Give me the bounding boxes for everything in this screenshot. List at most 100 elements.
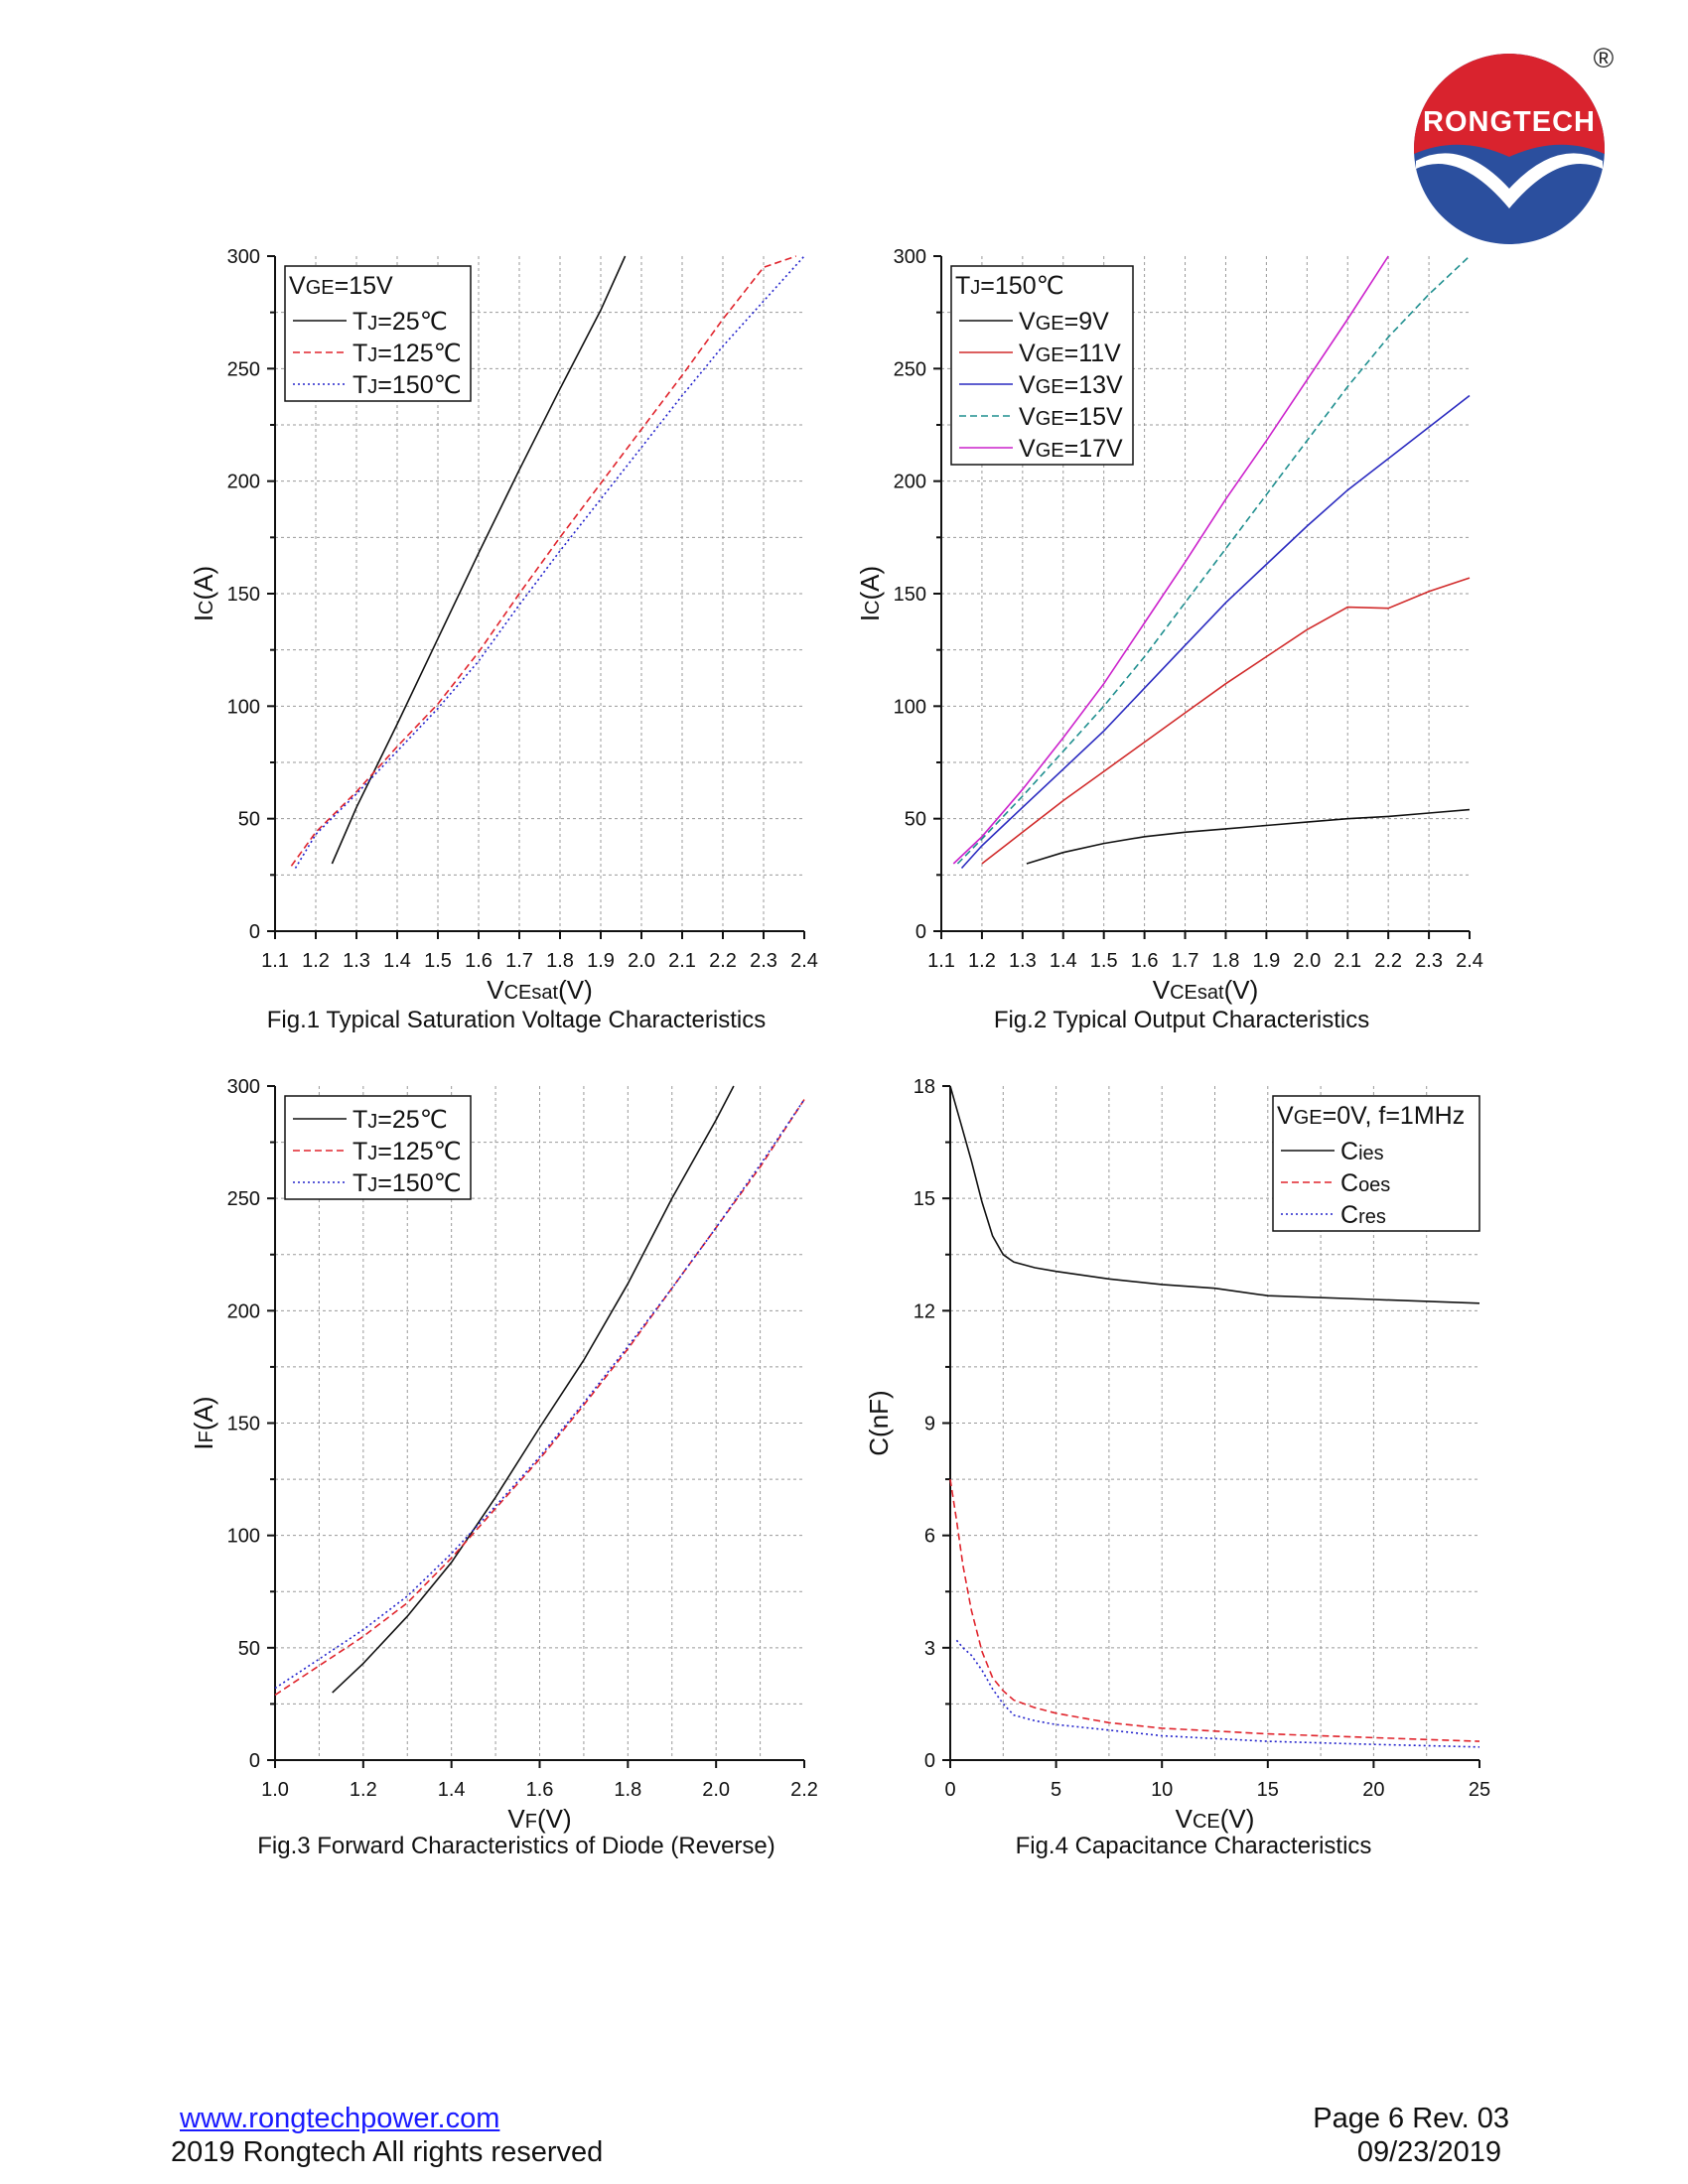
x-axis-label: VF(V)	[507, 1804, 571, 1834]
legend-title-main: V	[289, 272, 306, 300]
y-tick-label: 300	[894, 246, 926, 268]
legend-label-3-main: V	[1019, 371, 1036, 399]
x-axis-label-unit: (V)	[558, 975, 593, 1005]
y-tick-label: 250	[227, 358, 260, 380]
y-axis-label-main: I	[189, 614, 218, 621]
y-tick-label: 6	[924, 1526, 935, 1548]
series-line-3	[274, 1099, 805, 1690]
y-tick-label: 150	[227, 584, 260, 606]
legend-label-1-main: V	[1019, 308, 1036, 336]
legend-label-1-main: T	[352, 308, 367, 336]
legend-label-2-sub: J	[367, 344, 377, 366]
x-axis-label-main: V	[1176, 1804, 1194, 1834]
y-tick-label: 100	[227, 1526, 260, 1548]
y-tick-label: 200	[227, 1300, 260, 1322]
fig2-caption: Fig.2 Typical Output Characteristics	[993, 1007, 1370, 1033]
series-line-4	[956, 255, 1471, 865]
legend-label-4-rest: =15V	[1064, 403, 1123, 431]
y-axis-label: IC(A)	[855, 566, 885, 621]
x-axis-label-unit: (V)	[1224, 975, 1259, 1005]
x-tick-label: 1.9	[1252, 950, 1280, 972]
x-tick-label: 0	[944, 1779, 955, 1801]
legend-label-1-sub: GE	[1036, 313, 1064, 335]
legend-title: TJ=150℃	[955, 272, 1064, 300]
series-line-2	[981, 577, 1471, 865]
legend-box	[950, 265, 1134, 466]
x-axis-label-main: V	[1153, 975, 1171, 1005]
legend-label-3-sub: J	[367, 376, 377, 398]
y-tick-label: 50	[238, 809, 260, 831]
legend-label-2-rest: =125℃	[377, 1138, 461, 1165]
legend-label-1-rest: =25℃	[377, 1106, 447, 1134]
footer-date: 09/23/2019	[1356, 2136, 1501, 2168]
legend-title-sub: J	[970, 277, 980, 299]
x-tick-label: 1.3	[343, 950, 370, 972]
fig3-caption: Fig.3 Forward Characteristics of Diode (…	[257, 1833, 775, 1859]
y-tick-label: 150	[227, 1414, 260, 1435]
legend-title-sub: GE	[1294, 1107, 1323, 1129]
legend-box	[284, 1095, 472, 1200]
y-tick-label: 3	[924, 1638, 935, 1660]
series-line-1	[331, 255, 627, 865]
series-line-1	[1026, 808, 1471, 865]
x-tick-label: 1.8	[1212, 950, 1240, 972]
legend-label-1: Cies	[1340, 1138, 1384, 1165]
series-line-1	[949, 1085, 1480, 1304]
x-tick-label: 1.6	[1131, 950, 1159, 972]
legend-label-4-sub: GE	[1036, 408, 1064, 430]
legend-label-3: TJ=150℃	[352, 371, 462, 399]
legend-label-1-sub: J	[367, 1111, 377, 1133]
fig1-caption: Fig.1 Typical Saturation Voltage Charact…	[266, 1007, 767, 1033]
y-tick-label: 200	[894, 472, 926, 493]
x-tick-label: 2.3	[750, 950, 777, 972]
x-tick-label: 1.4	[383, 950, 411, 972]
legend-label-2-sub: J	[367, 1143, 377, 1164]
x-tick-label: 1.6	[465, 950, 492, 972]
y-tick-label: 250	[894, 358, 926, 380]
legend-label-3: VGE=13V	[1019, 371, 1123, 399]
legend-label-1: TJ=25℃	[352, 1106, 448, 1134]
x-axis-label: VCEsat(V)	[1153, 975, 1258, 1005]
x-axis-label-sub: F	[525, 1811, 537, 1833]
footer-website-link[interactable]: www.rongtechpower.com	[180, 2103, 500, 2134]
legend-label-1: VGE=9V	[1019, 308, 1109, 336]
series-line-5	[952, 255, 1389, 865]
y-tick-label: 18	[914, 1076, 935, 1098]
x-tick-label: 1.1	[927, 950, 955, 972]
y-axis-label: IC(A)	[189, 566, 218, 621]
y-tick-label: 50	[905, 809, 926, 831]
chart-3: 1.0 1.2 1.4 1.6 1.8 2.0 2.2 0 50 100 150 200 250 300 V…	[189, 1076, 818, 1834]
legend-title-main: T	[955, 272, 970, 300]
x-tick-label: 2.4	[790, 950, 818, 972]
x-tick-label: 20	[1362, 1779, 1384, 1801]
y-tick-label: 50	[238, 1638, 260, 1660]
y-axis-label-sub: C	[862, 600, 884, 614]
legend-label-1-sub: ies	[1358, 1143, 1384, 1164]
y-tick-label: 0	[249, 921, 260, 943]
legend-label-1-main: C	[1340, 1138, 1358, 1165]
legend-label-3-rest: =150℃	[377, 371, 461, 399]
x-axis-label-unit: (V)	[1220, 1804, 1255, 1834]
y-tick-label: 250	[227, 1188, 260, 1210]
y-tick-label: 9	[924, 1414, 935, 1435]
legend-label-2: TJ=125℃	[352, 1138, 462, 1165]
y-tick-label: 150	[894, 584, 926, 606]
y-axis-label-main: C(nF)	[864, 1390, 894, 1455]
x-tick-label: 2.0	[702, 1779, 730, 1801]
series-line-2	[949, 1478, 1480, 1742]
x-tick-label: 1.8	[614, 1779, 641, 1801]
legend-label-1-rest: =25℃	[377, 308, 447, 336]
x-tick-label: 1.9	[587, 950, 615, 972]
y-tick-label: 0	[915, 921, 926, 943]
chart-1: 1.1 1.2 1.3 1.4 1.5 1.6 1.7 1.8 1.9 2.0 2.1 2.2 2.3 2…	[189, 246, 818, 1005]
chart-2: 1.1 1.2 1.3 1.4 1.5 1.6 1.7 1.8 1.9 2.0 2.1 2.2 2.3 2…	[855, 246, 1483, 1005]
legend-title-rest: =150℃	[980, 272, 1063, 300]
legend-label-2-sub: oes	[1358, 1174, 1390, 1196]
x-tick-label: 5	[1051, 1779, 1061, 1801]
legend-label-5-rest: =17V	[1064, 435, 1123, 463]
x-tick-label: 1.1	[261, 950, 289, 972]
legend-label-2: TJ=125℃	[352, 340, 462, 367]
legend-title-rest: =15V	[335, 272, 393, 300]
